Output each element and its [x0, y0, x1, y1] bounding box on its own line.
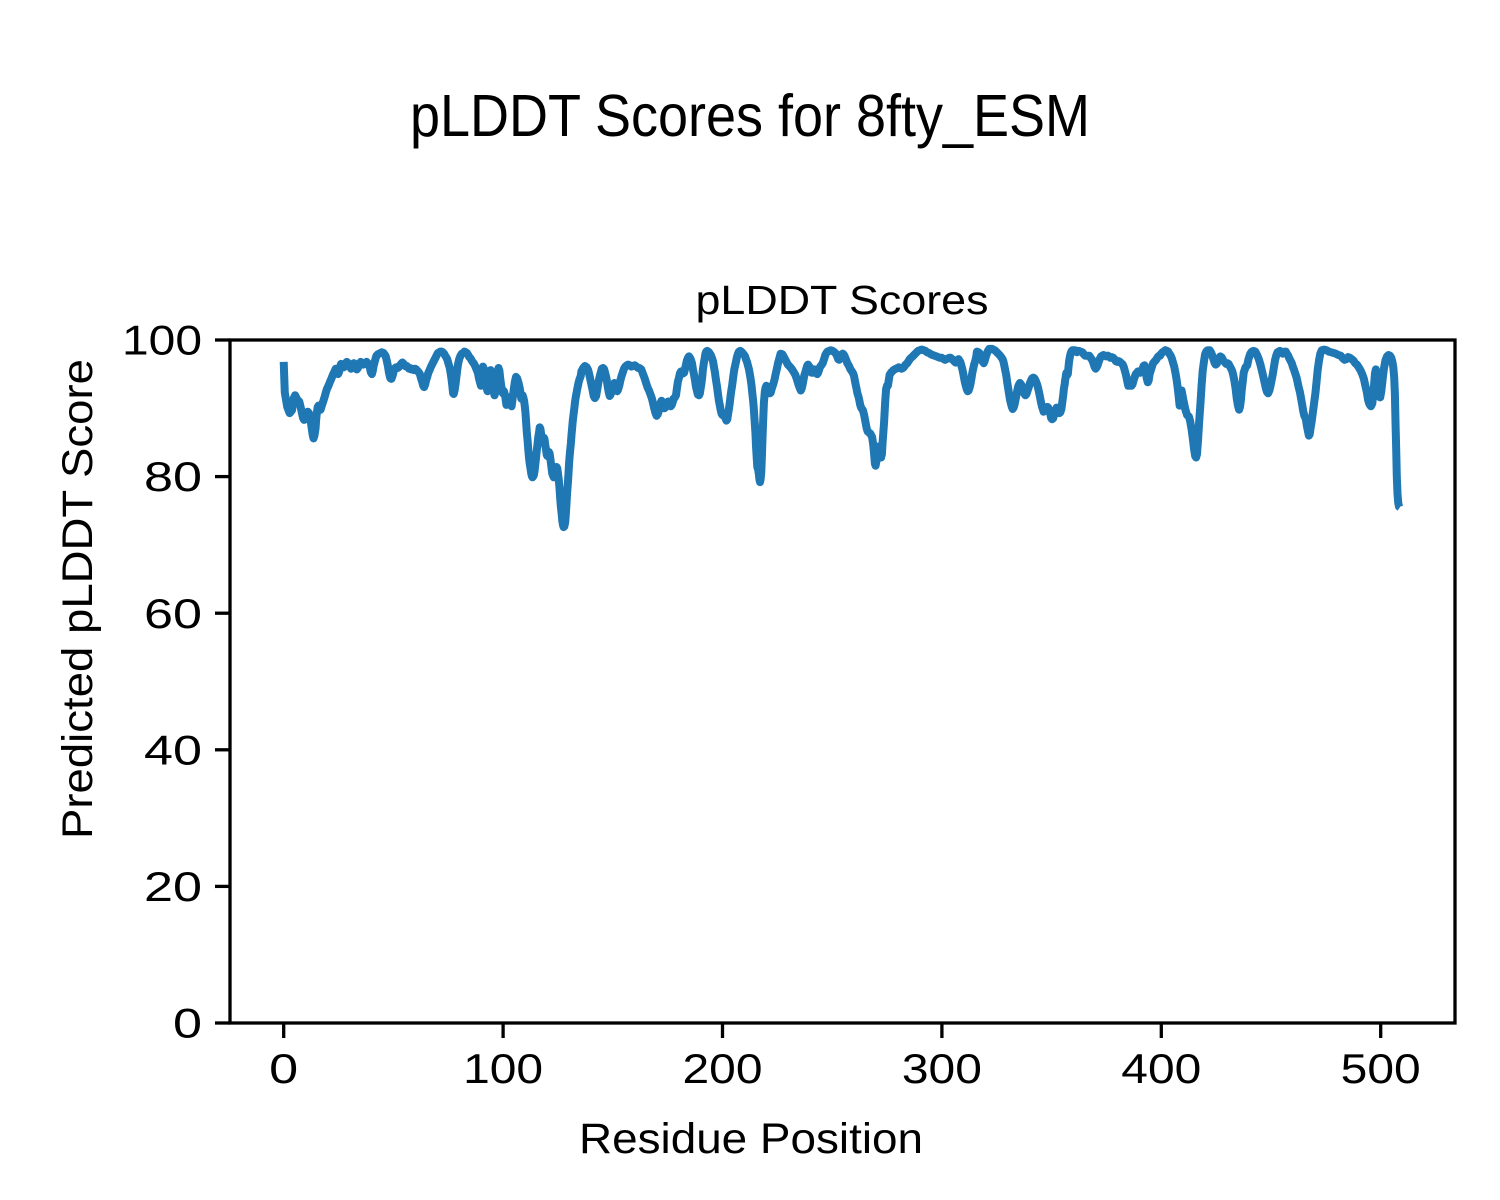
svg-text:500: 500: [1341, 1045, 1421, 1092]
svg-text:0: 0: [269, 1045, 298, 1092]
svg-text:300: 300: [902, 1045, 982, 1092]
svg-text:Residue Position: Residue Position: [579, 1115, 923, 1163]
svg-text:60: 60: [144, 590, 202, 637]
svg-text:Predicted pLDDT Score: Predicted pLDDT Score: [54, 359, 102, 839]
svg-text:100: 100: [463, 1045, 543, 1092]
svg-text:pLDDT Scores for 8fty_ESM: pLDDT Scores for 8fty_ESM: [410, 83, 1090, 149]
svg-text:200: 200: [683, 1045, 763, 1092]
svg-text:100: 100: [122, 317, 202, 364]
svg-text:pLDDT Scores: pLDDT Scores: [696, 277, 989, 323]
svg-text:400: 400: [1121, 1045, 1201, 1092]
svg-text:0: 0: [173, 1000, 202, 1047]
svg-text:20: 20: [144, 863, 202, 910]
svg-text:40: 40: [144, 726, 202, 773]
svg-text:80: 80: [144, 453, 202, 500]
